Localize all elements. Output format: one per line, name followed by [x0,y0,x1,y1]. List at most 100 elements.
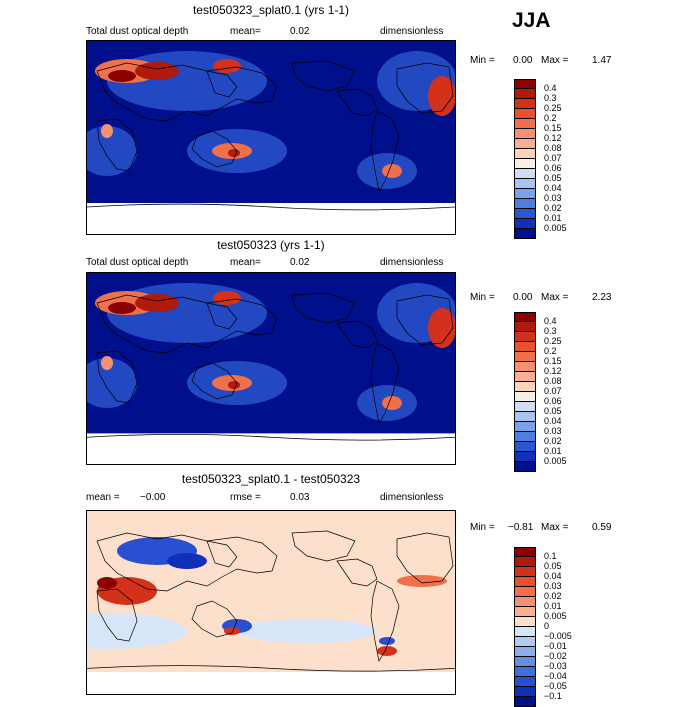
colorbar-swatch [514,557,536,567]
colorbar-swatch [514,342,536,352]
panel-1: test050323_splat0.1 (yrs 1-1) Total dust… [0,0,700,239]
map-dust-splat [86,40,456,235]
mean-value: 0.02 [290,26,310,37]
min-value: 0.00 [513,292,533,303]
colorbar-swatch [514,159,536,169]
colorbar-tick-label: 0.02 [544,436,562,446]
colorbar-swatch [514,382,536,392]
colorbar-tick-label: −0.005 [544,631,572,641]
colorbar-tick-label: 0.15 [544,123,562,133]
colorbar-swatch [514,422,536,432]
map-difference [86,510,456,695]
rmse-value: 0.03 [290,492,310,503]
colorbar-tick-label: 0.02 [544,203,562,213]
colorbar-swatch [514,687,536,697]
colorbar-swatch [514,322,536,332]
colorbar-tick-label: −0.05 [544,681,567,691]
colorbar-swatch [514,412,536,422]
field-label: Total dust optical depth [86,257,189,268]
colorbar-tick-label: 0.04 [544,183,562,193]
season-label: JJA [512,9,551,32]
colorbar-swatch [514,432,536,442]
colorbar-swatch [514,637,536,647]
colorbar-tick-label: 0.07 [544,153,562,163]
map-dust-control [86,272,456,465]
colorbar-tick-label: 0.005 [544,456,567,466]
colorbar-tick-label: 0.4 [544,83,557,93]
mean-value: −0.00 [140,492,166,503]
colorbar-swatch [514,89,536,99]
colorbar-swatch [514,452,536,462]
colorbar-tick-label: 0 [544,621,550,631]
map-plot [87,273,455,464]
colorbar-tick-label: 0.04 [544,571,562,581]
min-value: 0.00 [513,55,533,66]
colorbar-swatch [514,362,536,372]
colorbar-tick-label: 0.2 [544,113,557,123]
colorbar-swatch [514,577,536,587]
map-plot [87,41,455,234]
colorbar: 0.4 0.3 0.25 0.2 0.15 0.12 0.08 0.07 0.06 0.05 0.0… [514,312,567,472]
colorbar: 0.4 0.3 0.25 0.2 0.15 0.12 0.08 0.07 0.06 0.05 0.0… [514,79,567,239]
colorbar-swatch [514,657,536,667]
units-label: dimensionless [380,26,444,37]
colorbar-tick-label: 0.05 [544,406,562,416]
max-label: Max = [541,292,569,303]
max-value: 2.23 [592,292,612,303]
colorbar-tick-label: 0.12 [544,366,562,376]
mean-label: mean= [230,257,261,268]
colorbar-tick-label: 0.2 [544,346,557,356]
units-label: dimensionless [380,492,444,503]
colorbar-tick-label: 0.02 [544,591,562,601]
colorbar-tick-label: 0.03 [544,193,562,203]
colorbar-tick-label: 0.04 [544,416,562,426]
mean-label: mean= [230,26,261,37]
colorbar-swatch [514,392,536,402]
colorbar-tick-label: 0.08 [544,376,562,386]
colorbar-tick-label: 0.25 [544,336,562,346]
min-label: Min = [470,522,495,533]
colorbar: 0.1 0.05 0.04 0.03 0.02 0.01 0.005 0 −0.005 −0.01… [514,547,572,707]
colorbar-swatch [514,597,536,607]
colorbar-swatch [514,617,536,627]
colorbar-swatch [514,119,536,129]
colorbar-tick-label: 0.07 [544,386,562,396]
colorbar-swatch [514,677,536,687]
panel-title: test050323_splat0.1 - test050323 [181,472,361,486]
colorbar-swatch [514,442,536,452]
colorbar-tick-label: 0.01 [544,213,562,223]
min-label: Min = [470,55,495,66]
colorbar-swatch [514,99,536,109]
colorbar-tick-label: 0.3 [544,93,557,103]
colorbar-tick-label: 0.01 [544,601,562,611]
colorbar-swatch [514,229,536,239]
colorbar-tick-label: 0.12 [544,133,562,143]
mean-label: mean = [86,492,120,503]
panel-title: test050323_splat0.1 (yrs 1-1) [192,3,350,17]
colorbar-tick-label: 0.4 [544,316,557,326]
colorbar-tick-label: −0.1 [544,691,562,701]
colorbar-swatch [514,109,536,119]
colorbar-swatch [514,402,536,412]
min-value: −0.81 [508,522,534,533]
max-label: Max = [541,55,569,66]
panel-title: test050323 (yrs 1-1) [217,238,325,252]
colorbar-swatch [514,129,536,139]
colorbar-swatch [514,372,536,382]
colorbar-swatch [514,667,536,677]
colorbar-swatch [514,567,536,577]
units-label: dimensionless [380,257,444,268]
colorbar-tick-label: 0.15 [544,356,562,366]
colorbar-tick-label: −0.04 [544,671,567,681]
field-label: Total dust optical depth [86,26,189,37]
colorbar-swatch [514,209,536,219]
colorbar-swatch [514,169,536,179]
max-value: 1.47 [592,55,612,66]
colorbar-tick-label: 0.05 [544,561,562,571]
colorbar-tick-label: 0.08 [544,143,562,153]
colorbar-swatch [514,587,536,597]
colorbar-swatch [514,547,536,557]
min-label: Min = [470,292,495,303]
colorbar-tick-label: 0.03 [544,581,562,591]
colorbar-tick-label: 0.005 [544,223,567,233]
